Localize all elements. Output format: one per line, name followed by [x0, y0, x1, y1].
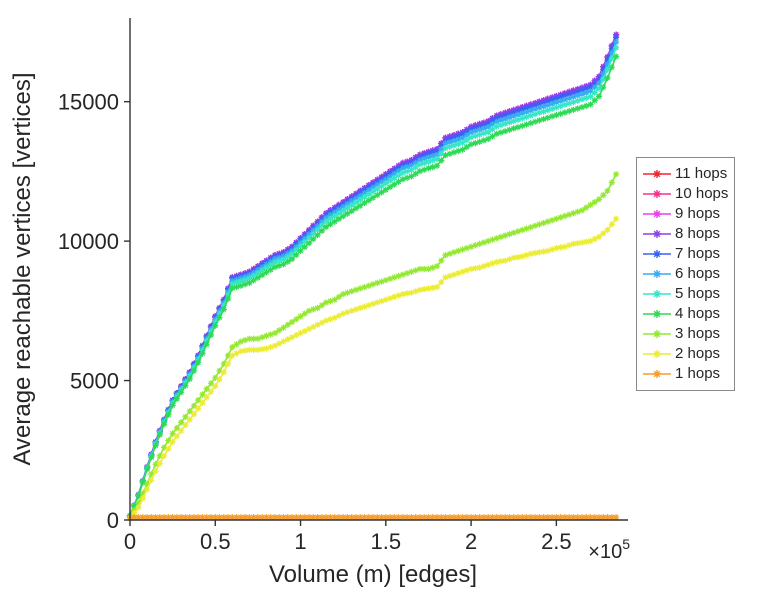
legend-item-4-hops: 4 hops [642, 305, 728, 323]
legend-marker-icon [643, 370, 671, 378]
axes-lines [129, 18, 628, 521]
legend-label: 5 hops [675, 285, 721, 302]
legend-label: 6 hops [675, 265, 721, 282]
legend-item-2-hops: 2 hops [642, 345, 728, 363]
x-tick-label: 1 [294, 529, 306, 554]
y-tick-label: 0 [107, 508, 119, 533]
legend-item-10-hops: 10 hops [642, 185, 728, 203]
legend-marker-icon [643, 250, 671, 258]
legend-label: 9 hops [675, 205, 721, 222]
x-tick-label: 2.5 [541, 529, 572, 554]
legend-item-8-hops: 8 hops [642, 225, 728, 243]
legend-item-7-hops: 7 hops [642, 245, 728, 263]
legend-marker-icon [643, 290, 671, 298]
legend-item-1-hops: 1 hops [642, 365, 728, 383]
series-markers-2-hops [126, 215, 620, 522]
x-tick-label: 1.5 [371, 529, 402, 554]
series-line-2-hops [129, 218, 617, 520]
legend-item-11-hops: 11 hops [642, 165, 728, 183]
legend-label: 10 hops [675, 185, 729, 202]
series-group [126, 31, 620, 522]
legend-label: 11 hops [675, 165, 728, 182]
legend-label: 4 hops [675, 305, 721, 322]
legend: 11 hops 10 hops 9 hops 8 hops 7 hops 6 hops 5 … [636, 157, 736, 391]
legend-marker-icon [643, 170, 671, 178]
legend-item-3-hops: 3 hops [642, 325, 728, 343]
legend-label: 7 hops [675, 245, 721, 262]
x-tick-label: 0 [124, 529, 136, 554]
legend-item-6-hops: 6 hops [642, 265, 728, 283]
legend-item-5-hops: 5 hops [642, 285, 728, 303]
y-tick-label: 5000 [70, 369, 119, 394]
y-axis-label: Average reachable vertices [vertices] [9, 72, 36, 465]
legend-marker-icon [643, 310, 671, 318]
legend-label: 2 hops [675, 345, 721, 362]
legend-label: 3 hops [675, 325, 721, 342]
legend-marker-icon [643, 190, 671, 198]
legend-item-9-hops: 9 hops [642, 205, 728, 223]
legend-marker-icon [643, 350, 671, 358]
legend-marker-icon [643, 330, 671, 338]
legend-marker-icon [643, 270, 671, 278]
legend-label: 8 hops [675, 225, 721, 242]
x-axis-exponent: ×105 [588, 536, 630, 563]
legend-marker-icon [643, 230, 671, 238]
legend-label: 1 hops [675, 365, 721, 382]
legend-marker-icon [643, 210, 671, 218]
x-tick-label: 2 [465, 529, 477, 554]
y-tick-label: 15000 [58, 90, 119, 115]
x-tick-label: 0.5 [200, 529, 231, 554]
y-tick-label: 10000 [58, 229, 119, 254]
x-axis-label: Volume (m) [edges] [269, 561, 477, 588]
